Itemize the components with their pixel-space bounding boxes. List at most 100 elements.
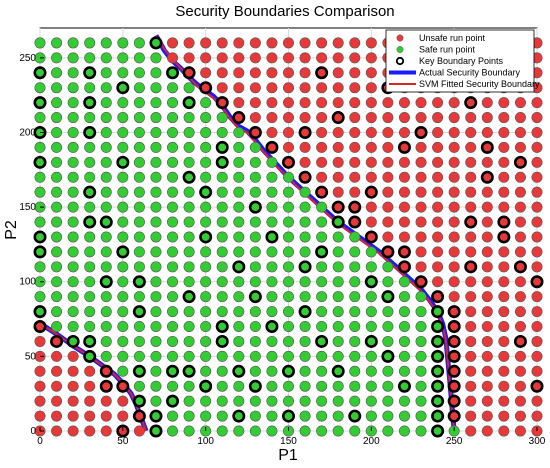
safe-run-point xyxy=(233,380,245,392)
unsafe-run-point xyxy=(182,66,196,80)
safe-run-point xyxy=(216,261,228,273)
safe-run-point xyxy=(249,425,261,437)
x-axis-ticks: 0 50 100 150 200 250 300 xyxy=(37,427,546,447)
safe-run-point xyxy=(150,276,162,288)
safe-run-point xyxy=(316,365,328,377)
unsafe-run-point xyxy=(249,97,261,109)
safe-run-point xyxy=(183,321,195,333)
unsafe-run-point xyxy=(100,425,112,437)
safe-run-point xyxy=(117,365,129,377)
safe-run-point xyxy=(83,334,97,348)
safe-run-point xyxy=(233,171,245,183)
safe-run-point xyxy=(365,321,377,333)
unsafe-run-point xyxy=(514,425,526,437)
unsafe-run-point xyxy=(481,291,493,303)
unsafe-run-point xyxy=(531,246,543,258)
safe-run-point xyxy=(233,306,245,318)
safe-run-point xyxy=(150,216,162,228)
unsafe-run-point xyxy=(447,394,461,408)
unsafe-run-point xyxy=(249,67,261,79)
unsafe-run-point xyxy=(398,186,410,198)
safe-run-point xyxy=(332,410,344,422)
unsafe-run-point xyxy=(34,380,46,392)
safe-run-point xyxy=(248,290,262,304)
safe-run-point xyxy=(150,246,162,258)
safe-run-point xyxy=(332,246,344,258)
safe-run-point xyxy=(67,291,79,303)
safe-run-point xyxy=(299,380,311,392)
safe-run-point xyxy=(299,425,311,437)
unsafe-run-point xyxy=(514,141,526,153)
unsafe-run-point xyxy=(265,140,279,154)
unsafe-run-point xyxy=(498,141,510,153)
safe-run-point xyxy=(381,290,395,304)
safe-run-point xyxy=(51,112,63,124)
unsafe-run-point xyxy=(349,171,361,183)
unsafe-run-point xyxy=(447,320,461,334)
safe-run-point xyxy=(349,291,361,303)
unsafe-run-point xyxy=(233,52,245,64)
safe-run-point xyxy=(34,186,46,198)
unsafe-run-point xyxy=(481,156,493,168)
x-tick-label: 200 xyxy=(363,436,380,447)
unsafe-run-point xyxy=(465,201,477,213)
safe-run-point xyxy=(84,291,96,303)
unsafe-run-point xyxy=(415,112,427,124)
safe-run-point xyxy=(431,305,445,319)
unsafe-run-point xyxy=(167,37,179,49)
safe-run-point xyxy=(67,231,79,243)
safe-run-point xyxy=(167,201,179,213)
safe-run-point xyxy=(117,171,129,183)
run-points xyxy=(33,36,544,438)
unsafe-run-point xyxy=(432,246,444,258)
unsafe-run-point xyxy=(365,171,377,183)
unsafe-run-point xyxy=(480,140,494,154)
safe-run-point xyxy=(249,141,261,153)
safe-run-point xyxy=(133,291,145,303)
safe-run-point xyxy=(249,321,261,333)
unsafe-run-point xyxy=(514,201,526,213)
safe-run-point xyxy=(117,67,129,79)
safe-run-point xyxy=(332,231,344,243)
safe-run-point xyxy=(117,306,129,318)
safe-run-point xyxy=(382,365,394,377)
unsafe-run-point xyxy=(498,112,510,124)
safe-run-point xyxy=(382,410,394,422)
safe-run-point xyxy=(100,231,112,243)
safe-run-point xyxy=(233,141,245,153)
unsafe-run-point xyxy=(514,380,526,392)
unsafe-run-point xyxy=(282,141,294,153)
unsafe-run-point xyxy=(514,112,526,124)
legend-label: Key Boundary Points xyxy=(419,56,504,66)
unsafe-run-point xyxy=(100,410,112,422)
safe-run-point xyxy=(349,380,361,392)
safe-run-point xyxy=(183,141,195,153)
unsafe-run-point xyxy=(51,395,63,407)
unsafe-run-point xyxy=(481,335,493,347)
safe-run-point xyxy=(84,112,96,124)
unsafe-run-point xyxy=(531,201,543,213)
safe-run-point xyxy=(200,395,212,407)
safe-run-point xyxy=(34,261,46,273)
unsafe-run-point xyxy=(531,306,543,318)
safe-run-point xyxy=(117,216,129,228)
safe-run-point xyxy=(282,201,294,213)
safe-run-point xyxy=(415,410,427,422)
safe-run-point xyxy=(133,52,145,64)
safe-run-point xyxy=(133,321,145,333)
unsafe-run-point xyxy=(481,201,493,213)
safe-run-point xyxy=(51,141,63,153)
safe-run-point xyxy=(216,410,228,422)
unsafe-run-point xyxy=(481,112,493,124)
unsafe-run-point xyxy=(332,67,344,79)
legend-box xyxy=(385,29,535,93)
unsafe-run-point xyxy=(349,52,361,64)
unsafe-run-point xyxy=(316,171,328,183)
unsafe-run-point xyxy=(215,96,229,110)
safe-run-point xyxy=(381,349,395,363)
unsafe-run-point xyxy=(67,395,79,407)
safe-run-point xyxy=(398,321,410,333)
safe-run-point xyxy=(117,37,129,49)
unsafe-run-point xyxy=(513,334,527,348)
safe-run-point xyxy=(431,349,445,363)
